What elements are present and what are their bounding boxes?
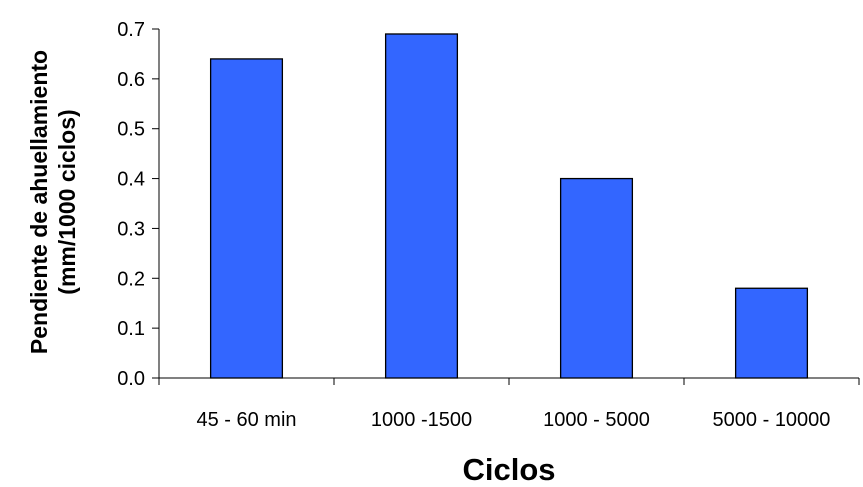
y-tick-label: 0.2 [117,268,145,290]
bar [734,287,809,379]
bar [384,33,459,379]
y-tick-label: 0.3 [117,218,145,240]
y-axis-ticks: 0.0 0.1 0.2 0.3 0.4 0.5 0.6 0.7 [117,19,159,390]
y-tick-label: 0.5 [117,119,145,141]
bar [559,177,634,379]
bar [209,58,284,379]
x-axis-title: Ciclos [462,452,555,487]
y-tick-label: 0.0 [117,368,145,390]
x-tick-label: 1000 -1500 [371,409,472,431]
y-tick-label: 0.7 [117,19,145,41]
x-tick-label: 1000 - 5000 [543,409,650,431]
bars [209,33,809,379]
y-axis-title-line-2: (mm/1000 ciclos) [54,109,80,294]
x-axis-ticks: 45 - 60 min 1000 -1500 1000 - 5000 5000 - 1… [158,378,860,431]
y-tick-label: 0.4 [117,169,145,191]
x-tick-label: 45 - 60 min [196,409,296,431]
y-tick-label: 0.6 [117,69,145,91]
y-axis-title-line-1: Pendiente de ahuellamiento [26,50,52,354]
x-tick-label: 5000 - 10000 [713,409,831,431]
y-tick-label: 0.1 [117,318,145,340]
